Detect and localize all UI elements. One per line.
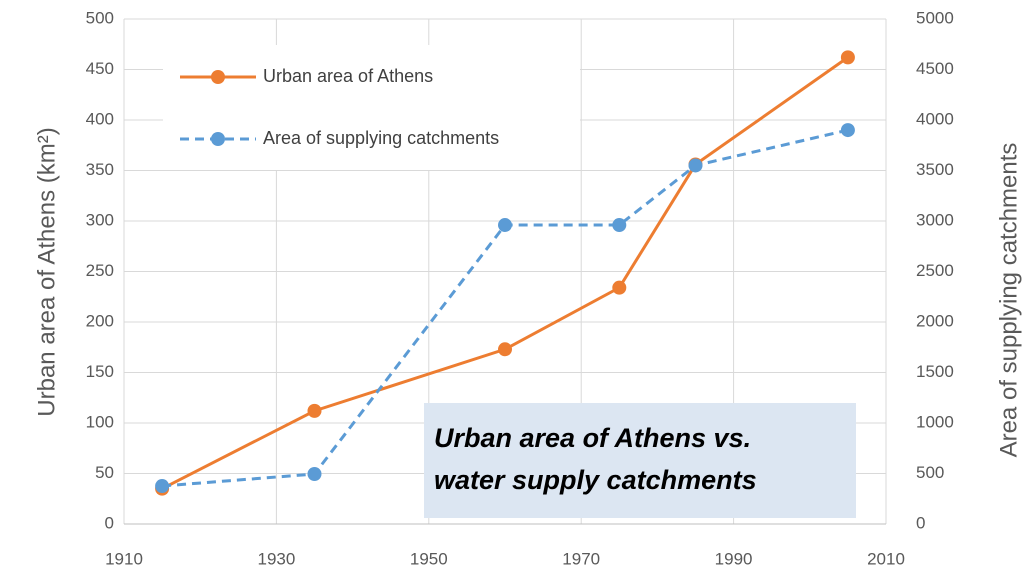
y2-tick-label: 3500	[916, 160, 954, 179]
y2-tick-label: 1500	[916, 362, 954, 381]
y-tick-label: 250	[86, 261, 114, 280]
marker	[612, 218, 627, 233]
annotation: water supply catchments	[434, 465, 757, 495]
y2-tick-label: 1000	[916, 412, 954, 431]
marker	[498, 218, 512, 233]
legend-label: Urban area of Athens	[263, 66, 433, 86]
y-tick-label: 150	[86, 362, 114, 381]
marker	[498, 342, 512, 357]
y2-tick-label: 3000	[916, 210, 954, 229]
marker	[307, 467, 322, 482]
y-tick-label: 50	[95, 463, 114, 482]
x-tick-label: 1950	[410, 549, 448, 568]
y2-tick-label: 5000	[916, 8, 954, 27]
x-tick-label: 2010	[867, 549, 905, 568]
series-line	[161, 56, 849, 490]
y-tick-label: 450	[86, 59, 114, 78]
x-tick-label: 1990	[715, 549, 753, 568]
legend-box	[163, 45, 580, 170]
y2-axis-title: Area of supplying catchments	[995, 143, 1022, 458]
marker	[688, 158, 703, 173]
marker	[307, 403, 322, 418]
marker	[612, 280, 627, 295]
legend-label: Area of supplying catchments	[263, 128, 499, 148]
marker	[155, 479, 170, 494]
y2-tick-label: 2000	[916, 311, 954, 330]
x-tick-label: 1970	[562, 549, 600, 568]
y2-tick-label: 2500	[916, 261, 954, 280]
y-tick-label: 300	[86, 210, 114, 229]
y-tick-label: 500	[86, 8, 114, 27]
marker	[840, 123, 855, 138]
x-tick-label: 1910	[105, 549, 143, 568]
y-axis-title: Urban area of Athens (km²)	[33, 127, 60, 416]
y2-tick-label: 4500	[916, 59, 954, 78]
y2-tick-label: 500	[916, 463, 944, 482]
y-tick-label: 350	[86, 160, 114, 179]
legend-marker	[211, 132, 225, 146]
series-line	[161, 128, 849, 488]
y-tick-label: 400	[86, 109, 114, 128]
y2-tick-label: 0	[916, 513, 925, 532]
y2-tick-label: 4000	[916, 109, 954, 128]
y-tick-label: 0	[105, 513, 114, 532]
y-tick-label: 200	[86, 311, 114, 330]
annotation-box	[424, 403, 856, 518]
legend-marker	[211, 70, 225, 84]
y-tick-label: 100	[86, 412, 114, 431]
annotation: Urban area of Athens vs.	[434, 423, 751, 453]
marker	[840, 50, 855, 65]
x-tick-label: 1930	[257, 549, 295, 568]
